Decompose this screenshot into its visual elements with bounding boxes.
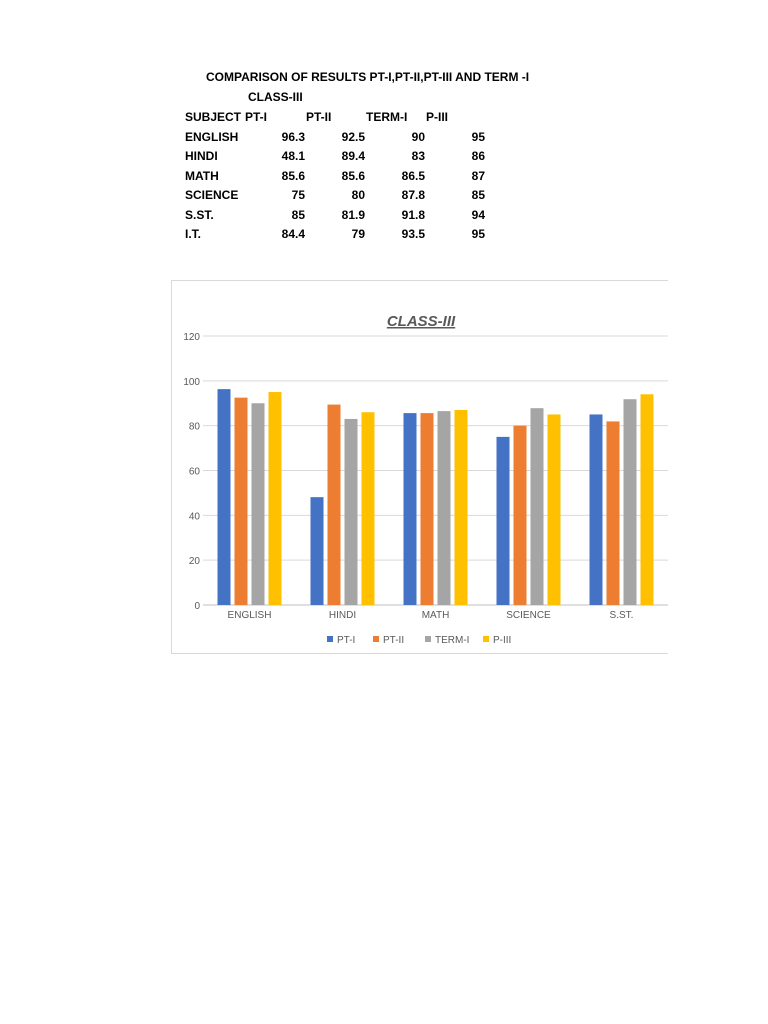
bar <box>496 436 510 605</box>
chart-frame: CLASS-III 0 20 40 60 80 100 120 ENGLISH HINDI MAT… <box>171 280 668 654</box>
legend-swatch <box>327 636 333 642</box>
x-tick-label: S.ST. <box>610 610 634 621</box>
table-cell: 85 <box>471 188 485 202</box>
header-subject: SUBJECT <box>185 110 242 124</box>
bar <box>361 412 375 605</box>
legend-label: PT-II <box>383 635 404 646</box>
bar <box>640 394 654 605</box>
bar <box>530 408 544 605</box>
table-cell: 95 <box>471 130 485 144</box>
table-cell: 93.5 <box>401 227 425 241</box>
table-cell: 89.4 <box>341 149 365 163</box>
bar-chart: CLASS-III 0 20 40 60 80 100 120 ENGLISH HINDI MAT… <box>183 313 668 646</box>
table-cell: 91.8 <box>401 208 425 222</box>
x-tick-label: SCIENCE <box>506 610 551 621</box>
y-tick-label: 20 <box>189 556 201 567</box>
legend-label: P-III <box>493 635 511 646</box>
bar <box>344 418 358 605</box>
y-tick-label: 120 <box>183 332 200 343</box>
bar <box>454 409 468 605</box>
bar <box>606 421 620 605</box>
table-cell: 75 <box>291 188 305 202</box>
table-cell: S.ST. <box>185 208 214 222</box>
legend-swatch <box>425 636 431 642</box>
chart-title: CLASS-III <box>387 313 456 330</box>
x-tick-label: HINDI <box>329 610 356 621</box>
legend-label: PT-I <box>337 635 355 646</box>
table-cell: 95 <box>471 227 485 241</box>
bar <box>327 404 341 605</box>
x-tick-label: ENGLISH <box>228 610 272 621</box>
table-cell: 86 <box>471 149 485 163</box>
table-cell: 84.4 <box>281 227 305 241</box>
legend-swatch <box>373 636 379 642</box>
table-cell: 48.1 <box>281 149 305 163</box>
table-cell: 85.6 <box>341 169 365 183</box>
bar <box>217 389 231 605</box>
table-cell: 80 <box>351 188 365 202</box>
table-cell: 87.8 <box>401 188 425 202</box>
header-term1: TERM-I <box>366 110 408 124</box>
table-cell: 96.3 <box>281 130 305 144</box>
table-cell: ENGLISH <box>185 130 239 144</box>
table-cell: 85.6 <box>281 169 305 183</box>
table-cell: SCIENCE <box>185 188 239 202</box>
y-tick-label: 100 <box>183 377 200 388</box>
bar <box>310 497 324 605</box>
bar <box>623 399 637 605</box>
bar <box>268 392 282 605</box>
table-cell: 90 <box>411 130 425 144</box>
table-cell: I.T. <box>185 227 202 241</box>
table-cell: 87 <box>471 169 485 183</box>
bar <box>513 425 527 605</box>
x-tick-label: MATH <box>422 610 450 621</box>
header-pt1: PT-I <box>245 110 268 124</box>
table-cell: HINDI <box>185 149 218 163</box>
table-cell: 85 <box>291 208 305 222</box>
table-cell: 86.5 <box>401 169 425 183</box>
table-cell: 83 <box>411 149 425 163</box>
bar <box>251 403 265 605</box>
legend-label: TERM-I <box>435 635 469 646</box>
bar <box>420 413 434 605</box>
legend-swatch <box>483 636 489 642</box>
y-tick-label: 60 <box>189 467 201 478</box>
y-tick-label: 40 <box>189 511 201 522</box>
bar <box>547 414 561 605</box>
table-cell: 94 <box>471 208 485 222</box>
header-p3: P-III <box>426 110 449 124</box>
table-cell: MATH <box>185 169 219 183</box>
y-tick-label: 0 <box>194 601 200 612</box>
y-tick-label: 80 <box>189 422 201 433</box>
table-cell: 81.9 <box>341 208 365 222</box>
header-pt2: PT-II <box>306 110 332 124</box>
document-title: COMPARISON OF RESULTS PT-I,PT-II,PT-III … <box>206 70 530 84</box>
document-subtitle: CLASS-III <box>248 90 303 104</box>
table-cell: 92.5 <box>341 130 365 144</box>
table-cell: 79 <box>351 227 365 241</box>
bar <box>589 414 603 605</box>
bar <box>437 411 451 605</box>
bar <box>403 413 417 605</box>
bar <box>234 397 248 605</box>
